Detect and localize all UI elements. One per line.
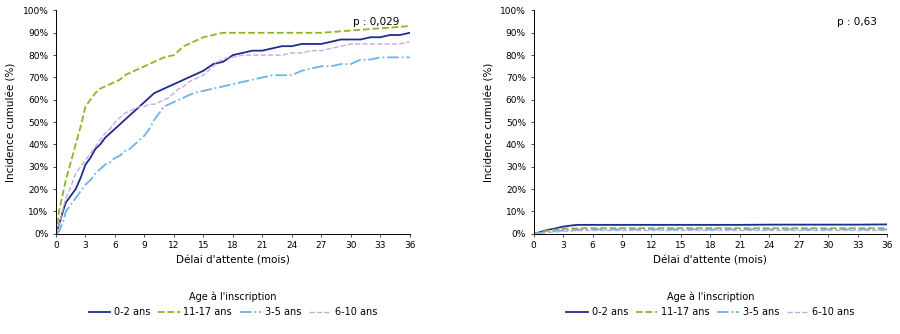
Text: p : 0,029: p : 0,029: [353, 17, 399, 27]
X-axis label: Délai d'attente (mois): Délai d'attente (mois): [653, 256, 768, 266]
Y-axis label: Incidence cumulée (%): Incidence cumulée (%): [7, 62, 17, 182]
Legend: 0-2 ans, 11-17 ans, 3-5 ans, 6-10 ans: 0-2 ans, 11-17 ans, 3-5 ans, 6-10 ans: [85, 288, 381, 321]
Y-axis label: Incidence cumulée (%): Incidence cumulée (%): [484, 62, 494, 182]
X-axis label: Délai d'attente (mois): Délai d'attente (mois): [176, 256, 290, 266]
Legend: 0-2 ans, 11-17 ans, 3-5 ans, 6-10 ans: 0-2 ans, 11-17 ans, 3-5 ans, 6-10 ans: [562, 288, 859, 321]
Text: p : 0,63: p : 0,63: [837, 17, 877, 27]
